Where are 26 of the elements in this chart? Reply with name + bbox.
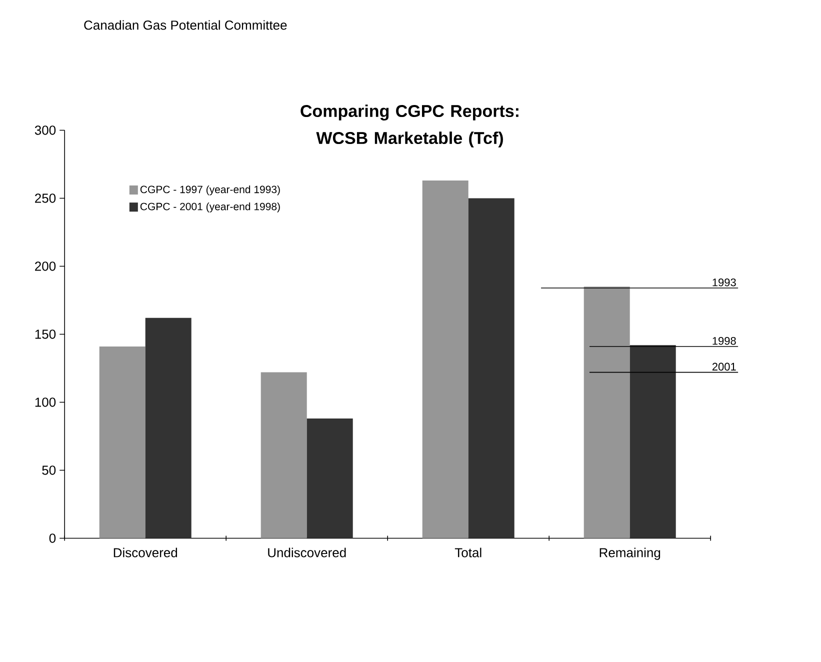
x-tick-label: Undiscovered [268, 548, 346, 558]
bar [260, 372, 307, 538]
x-tick-label: Remaining [600, 548, 660, 560]
text: 1998 [712, 336, 736, 345]
y-tick-label: 250 [35, 194, 56, 203]
y-tick-label: 50 [42, 466, 56, 475]
legend-label: CGPC - 1997 (year-end 1993) [140, 185, 280, 196]
chart-title: Comparing CGPC Reports: WCSB Marketable (Tcf) [300, 104, 518, 148]
bar [145, 318, 192, 538]
legend-label: CGPC - 2001 (year-end 1998) [140, 202, 280, 212]
bar [468, 198, 514, 538]
bar [630, 345, 676, 538]
text: 2001 [712, 362, 736, 371]
text: Canadian Gas Potential Committee [84, 20, 287, 30]
y-tick-label: 300 [34, 126, 56, 135]
y-tick-label: 0 [49, 534, 56, 543]
text: 1993 [712, 278, 736, 286]
bar [99, 346, 146, 538]
bar [422, 180, 468, 538]
y-tick-label: 200 [35, 262, 56, 271]
x-tick-label: Discovered [114, 548, 178, 558]
bar [584, 286, 630, 538]
y-tick-label: 100 [35, 398, 56, 407]
y-tick-label: 150 [35, 330, 56, 339]
bar [306, 418, 353, 538]
x-tick-label: Total [454, 548, 482, 558]
